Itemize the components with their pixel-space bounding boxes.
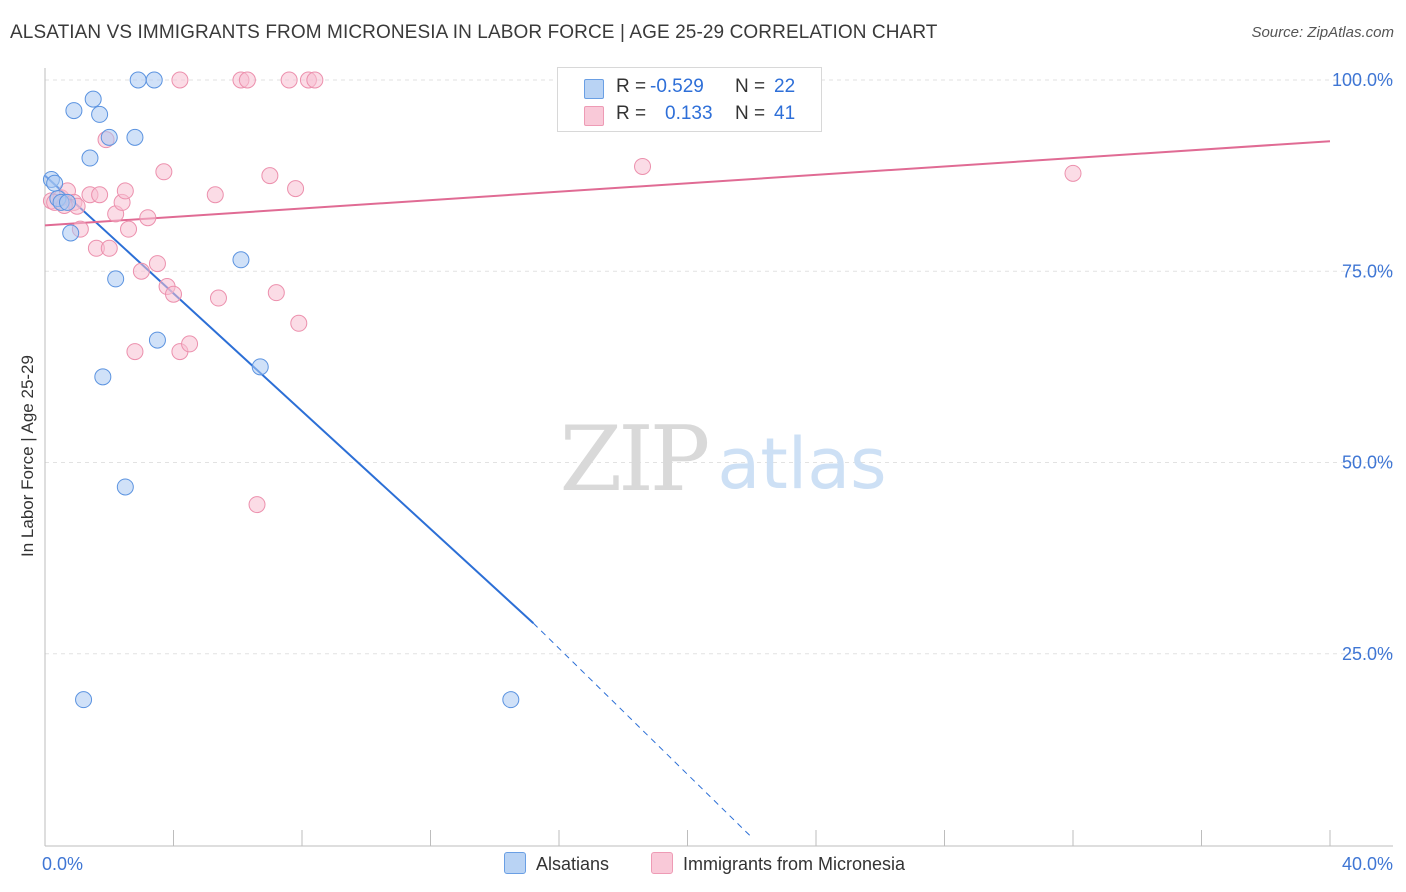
legend-r-value: 0.133 — [665, 103, 713, 124]
point-micronesia — [206, 186, 224, 204]
point-micronesia — [126, 343, 144, 361]
point-alsatians — [116, 478, 134, 496]
point-micronesia — [267, 284, 285, 302]
data-points — [42, 71, 1082, 709]
point-micronesia — [261, 167, 279, 185]
point-micronesia — [181, 335, 199, 353]
trend-line-alsatians — [44, 174, 534, 624]
point-micronesia — [248, 496, 266, 514]
point-alsatians — [126, 128, 144, 146]
gridlines — [45, 79, 1393, 655]
y-tick-label: 50.0% — [1342, 453, 1393, 473]
point-alsatians — [232, 251, 250, 269]
point-micronesia — [634, 157, 652, 175]
watermark-atlas: atlas — [717, 423, 886, 505]
point-micronesia — [139, 209, 157, 227]
point-alsatians — [81, 149, 99, 167]
point-micronesia — [100, 239, 118, 257]
legend-n-label: N = — [735, 76, 766, 97]
tick-labels: 25.0% 50.0% 75.0% 100.0% 0.0% 40.0% — [42, 70, 1393, 874]
point-alsatians — [251, 358, 269, 376]
point-alsatians — [65, 102, 83, 120]
trend-line-micronesia — [44, 140, 1331, 227]
point-alsatians — [502, 691, 520, 709]
point-micronesia — [238, 71, 256, 89]
source-label: Source: ZipAtlas.com — [1251, 24, 1394, 41]
stats-legend: R = -0.529 N = 22 R = 0.133 N = 41 — [557, 67, 822, 132]
y-tick-label: 100.0% — [1332, 70, 1393, 90]
point-alsatians — [62, 224, 80, 242]
bottom-legend-swatch-micronesia — [651, 852, 673, 874]
watermark-zip: ZIP — [560, 407, 708, 512]
legend-r-value: -0.529 — [650, 76, 704, 97]
legend-r-label: R = — [616, 76, 647, 97]
x-tick-label: 40.0% — [1342, 854, 1393, 874]
bottom-legend-alsatians: Alsatians — [504, 852, 609, 875]
point-micronesia — [1064, 164, 1082, 182]
legend-n-value: 22 — [774, 76, 796, 97]
y-tick-label: 25.0% — [1342, 644, 1393, 664]
point-micronesia — [120, 220, 138, 238]
point-alsatians — [84, 90, 102, 108]
point-alsatians — [100, 128, 118, 146]
bottom-legend-micronesia: Immigrants from Micronesia — [651, 852, 905, 875]
bottom-legend-swatch-alsatians — [504, 852, 526, 874]
bottom-legend-label-micronesia: Immigrants from Micronesia — [683, 854, 906, 874]
legend-r-label: R = — [616, 103, 647, 124]
trend-lines — [44, 140, 1331, 838]
point-micronesia — [287, 180, 305, 198]
point-alsatians — [129, 71, 147, 89]
legend-swatch-micronesia — [584, 106, 604, 126]
point-micronesia — [209, 289, 227, 307]
point-alsatians — [107, 270, 125, 288]
point-micronesia — [290, 314, 308, 332]
point-micronesia — [306, 71, 324, 89]
point-micronesia — [116, 182, 134, 200]
chart-title: ALSATIAN VS IMMIGRANTS FROM MICRONESIA I… — [10, 22, 938, 43]
point-micronesia — [165, 285, 182, 303]
point-micronesia — [155, 163, 173, 181]
point-micronesia — [171, 71, 189, 89]
point-micronesia — [132, 262, 150, 280]
point-micronesia — [148, 255, 166, 273]
point-alsatians — [145, 71, 163, 89]
y-tick-label: 75.0% — [1342, 261, 1393, 281]
point-alsatians — [94, 368, 112, 386]
point-alsatians — [58, 193, 76, 211]
x-tick-label: 0.0% — [42, 854, 83, 874]
legend-swatch-alsatians — [584, 79, 604, 99]
watermark: ZIP atlas — [560, 407, 887, 512]
point-micronesia — [91, 186, 109, 204]
point-alsatians — [91, 105, 109, 123]
bottom-legend-label-alsatians: Alsatians — [536, 854, 610, 874]
legend-n-label: N = — [735, 103, 766, 124]
point-micronesia — [280, 71, 298, 89]
legend-n-value: 41 — [774, 103, 796, 124]
trend-line-alsatians-extension — [532, 622, 753, 838]
point-alsatians — [148, 331, 166, 349]
point-alsatians — [75, 691, 93, 709]
point-alsatians — [46, 174, 64, 192]
